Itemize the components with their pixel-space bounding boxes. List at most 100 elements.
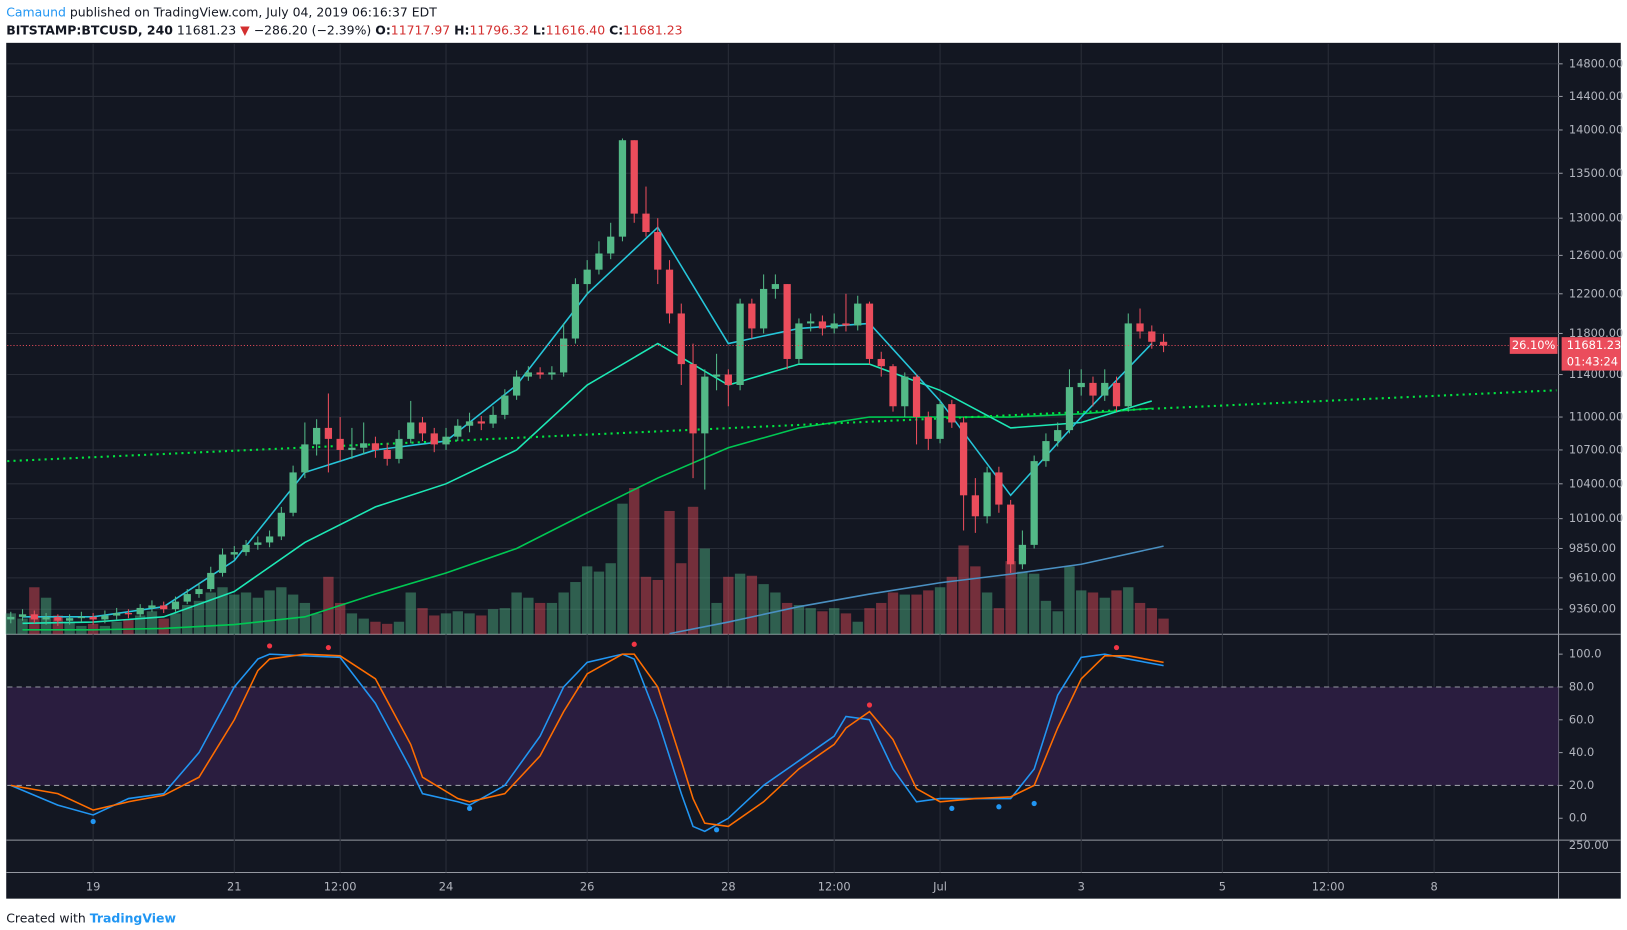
candle-body bbox=[854, 303, 862, 326]
volume-bar bbox=[193, 600, 205, 635]
candle-body bbox=[89, 616, 97, 620]
candle-body bbox=[230, 552, 238, 555]
candle-body bbox=[618, 140, 627, 237]
candle-body bbox=[524, 372, 532, 377]
volume-bar bbox=[464, 613, 475, 635]
volume-bar bbox=[934, 587, 946, 635]
volume-bar bbox=[146, 611, 158, 635]
candle-body bbox=[418, 422, 427, 434]
volume-bar bbox=[1087, 592, 1099, 635]
candle-body bbox=[595, 253, 603, 270]
footer: Created with TradingView bbox=[6, 910, 176, 925]
symbol: BITSTAMP:BTCUSD, 240 bbox=[6, 22, 173, 37]
down-arrow: ▼ bbox=[240, 22, 250, 37]
candle-body bbox=[407, 422, 415, 439]
candle-body bbox=[336, 438, 344, 450]
brand[interactable]: TradingView bbox=[90, 910, 177, 925]
volume-bar bbox=[487, 609, 499, 635]
candle-body bbox=[124, 613, 133, 615]
y-tick-label: 10400.00 bbox=[1569, 476, 1623, 490]
candle-body bbox=[465, 421, 474, 426]
volume-bar bbox=[111, 621, 122, 635]
y-tick-label: 14400.00 bbox=[1569, 89, 1623, 103]
candle-body bbox=[936, 404, 944, 439]
volume-bar bbox=[1123, 587, 1134, 635]
volume-bar bbox=[570, 582, 581, 635]
candle-body bbox=[54, 616, 62, 621]
author[interactable]: Camaund bbox=[6, 4, 66, 19]
candle-body bbox=[583, 269, 591, 285]
y-tick-label: 13000.00 bbox=[1569, 211, 1623, 225]
volume-bar bbox=[852, 621, 863, 635]
volume-bar bbox=[334, 602, 346, 635]
c-label: C: bbox=[609, 22, 623, 37]
volume-bar bbox=[287, 594, 299, 635]
candle-body bbox=[7, 616, 15, 620]
x-tick-label: 26 bbox=[580, 880, 595, 894]
volume-bar bbox=[299, 602, 311, 635]
lower-pane-label: 250.00 bbox=[1569, 838, 1609, 852]
x-tick-label: 21 bbox=[227, 880, 242, 894]
candle-body bbox=[289, 472, 297, 513]
candle-body bbox=[113, 613, 121, 616]
candle-body bbox=[571, 284, 580, 339]
candle-body bbox=[242, 544, 250, 553]
volume-bar bbox=[923, 590, 934, 635]
volume-bar bbox=[652, 579, 663, 635]
candle-body bbox=[689, 364, 697, 434]
x-tick-label: 12:00 bbox=[1312, 880, 1345, 894]
candle-body bbox=[889, 366, 897, 407]
volume-bar bbox=[158, 618, 169, 635]
candle-body bbox=[1101, 382, 1109, 396]
candle-body bbox=[265, 536, 274, 543]
volume-bar bbox=[746, 575, 758, 635]
volume-bar bbox=[123, 619, 134, 635]
candle-body bbox=[1065, 387, 1074, 431]
band bbox=[7, 686, 1559, 786]
volume-bar bbox=[1040, 600, 1052, 635]
volume-bar bbox=[358, 618, 369, 635]
volume-bar bbox=[629, 487, 640, 635]
volume-bar bbox=[876, 602, 887, 635]
volume-bar bbox=[946, 576, 958, 635]
volume-bar bbox=[829, 608, 840, 635]
volume-bar bbox=[687, 506, 699, 635]
signal-dot bbox=[996, 804, 1002, 810]
signal-dot bbox=[713, 827, 720, 833]
candle-body bbox=[912, 376, 921, 418]
volume-bar bbox=[840, 613, 852, 635]
overlay-line bbox=[22, 407, 1152, 631]
volume-bar bbox=[864, 608, 875, 635]
candle-body bbox=[442, 436, 450, 445]
y-tick-label: 14000.00 bbox=[1569, 122, 1623, 136]
candle-body bbox=[312, 427, 321, 445]
volume-bar bbox=[981, 592, 993, 635]
candle-body bbox=[642, 213, 650, 233]
candle-body bbox=[783, 284, 791, 359]
candle-body bbox=[136, 607, 144, 615]
candle-body bbox=[371, 443, 380, 450]
candle-body bbox=[1007, 504, 1015, 565]
overlay-line bbox=[22, 342, 1152, 625]
candle-body bbox=[18, 614, 27, 617]
volume-bar bbox=[958, 545, 969, 635]
candle-body bbox=[548, 372, 556, 375]
candle-body bbox=[795, 323, 803, 359]
y-tick-label: 11800.00 bbox=[1569, 326, 1623, 340]
candle-body bbox=[712, 374, 721, 377]
y-tick-label: 9360.00 bbox=[1569, 602, 1616, 616]
volume-bar bbox=[182, 605, 193, 635]
candle-body bbox=[1159, 341, 1168, 346]
symbol-line: BITSTAMP:BTCUSD, 240 11681.23 ▼ −286.20 … bbox=[6, 22, 682, 37]
candle-body bbox=[183, 594, 191, 602]
candle-body bbox=[254, 542, 262, 545]
volume-bar bbox=[617, 503, 628, 635]
signal-dot bbox=[90, 818, 96, 825]
candle-body bbox=[42, 616, 50, 620]
volume-bar bbox=[593, 571, 605, 635]
volume-bar bbox=[523, 597, 534, 635]
candle-body bbox=[324, 427, 333, 439]
candle-body bbox=[1089, 382, 1097, 396]
volume-bar bbox=[64, 621, 75, 635]
